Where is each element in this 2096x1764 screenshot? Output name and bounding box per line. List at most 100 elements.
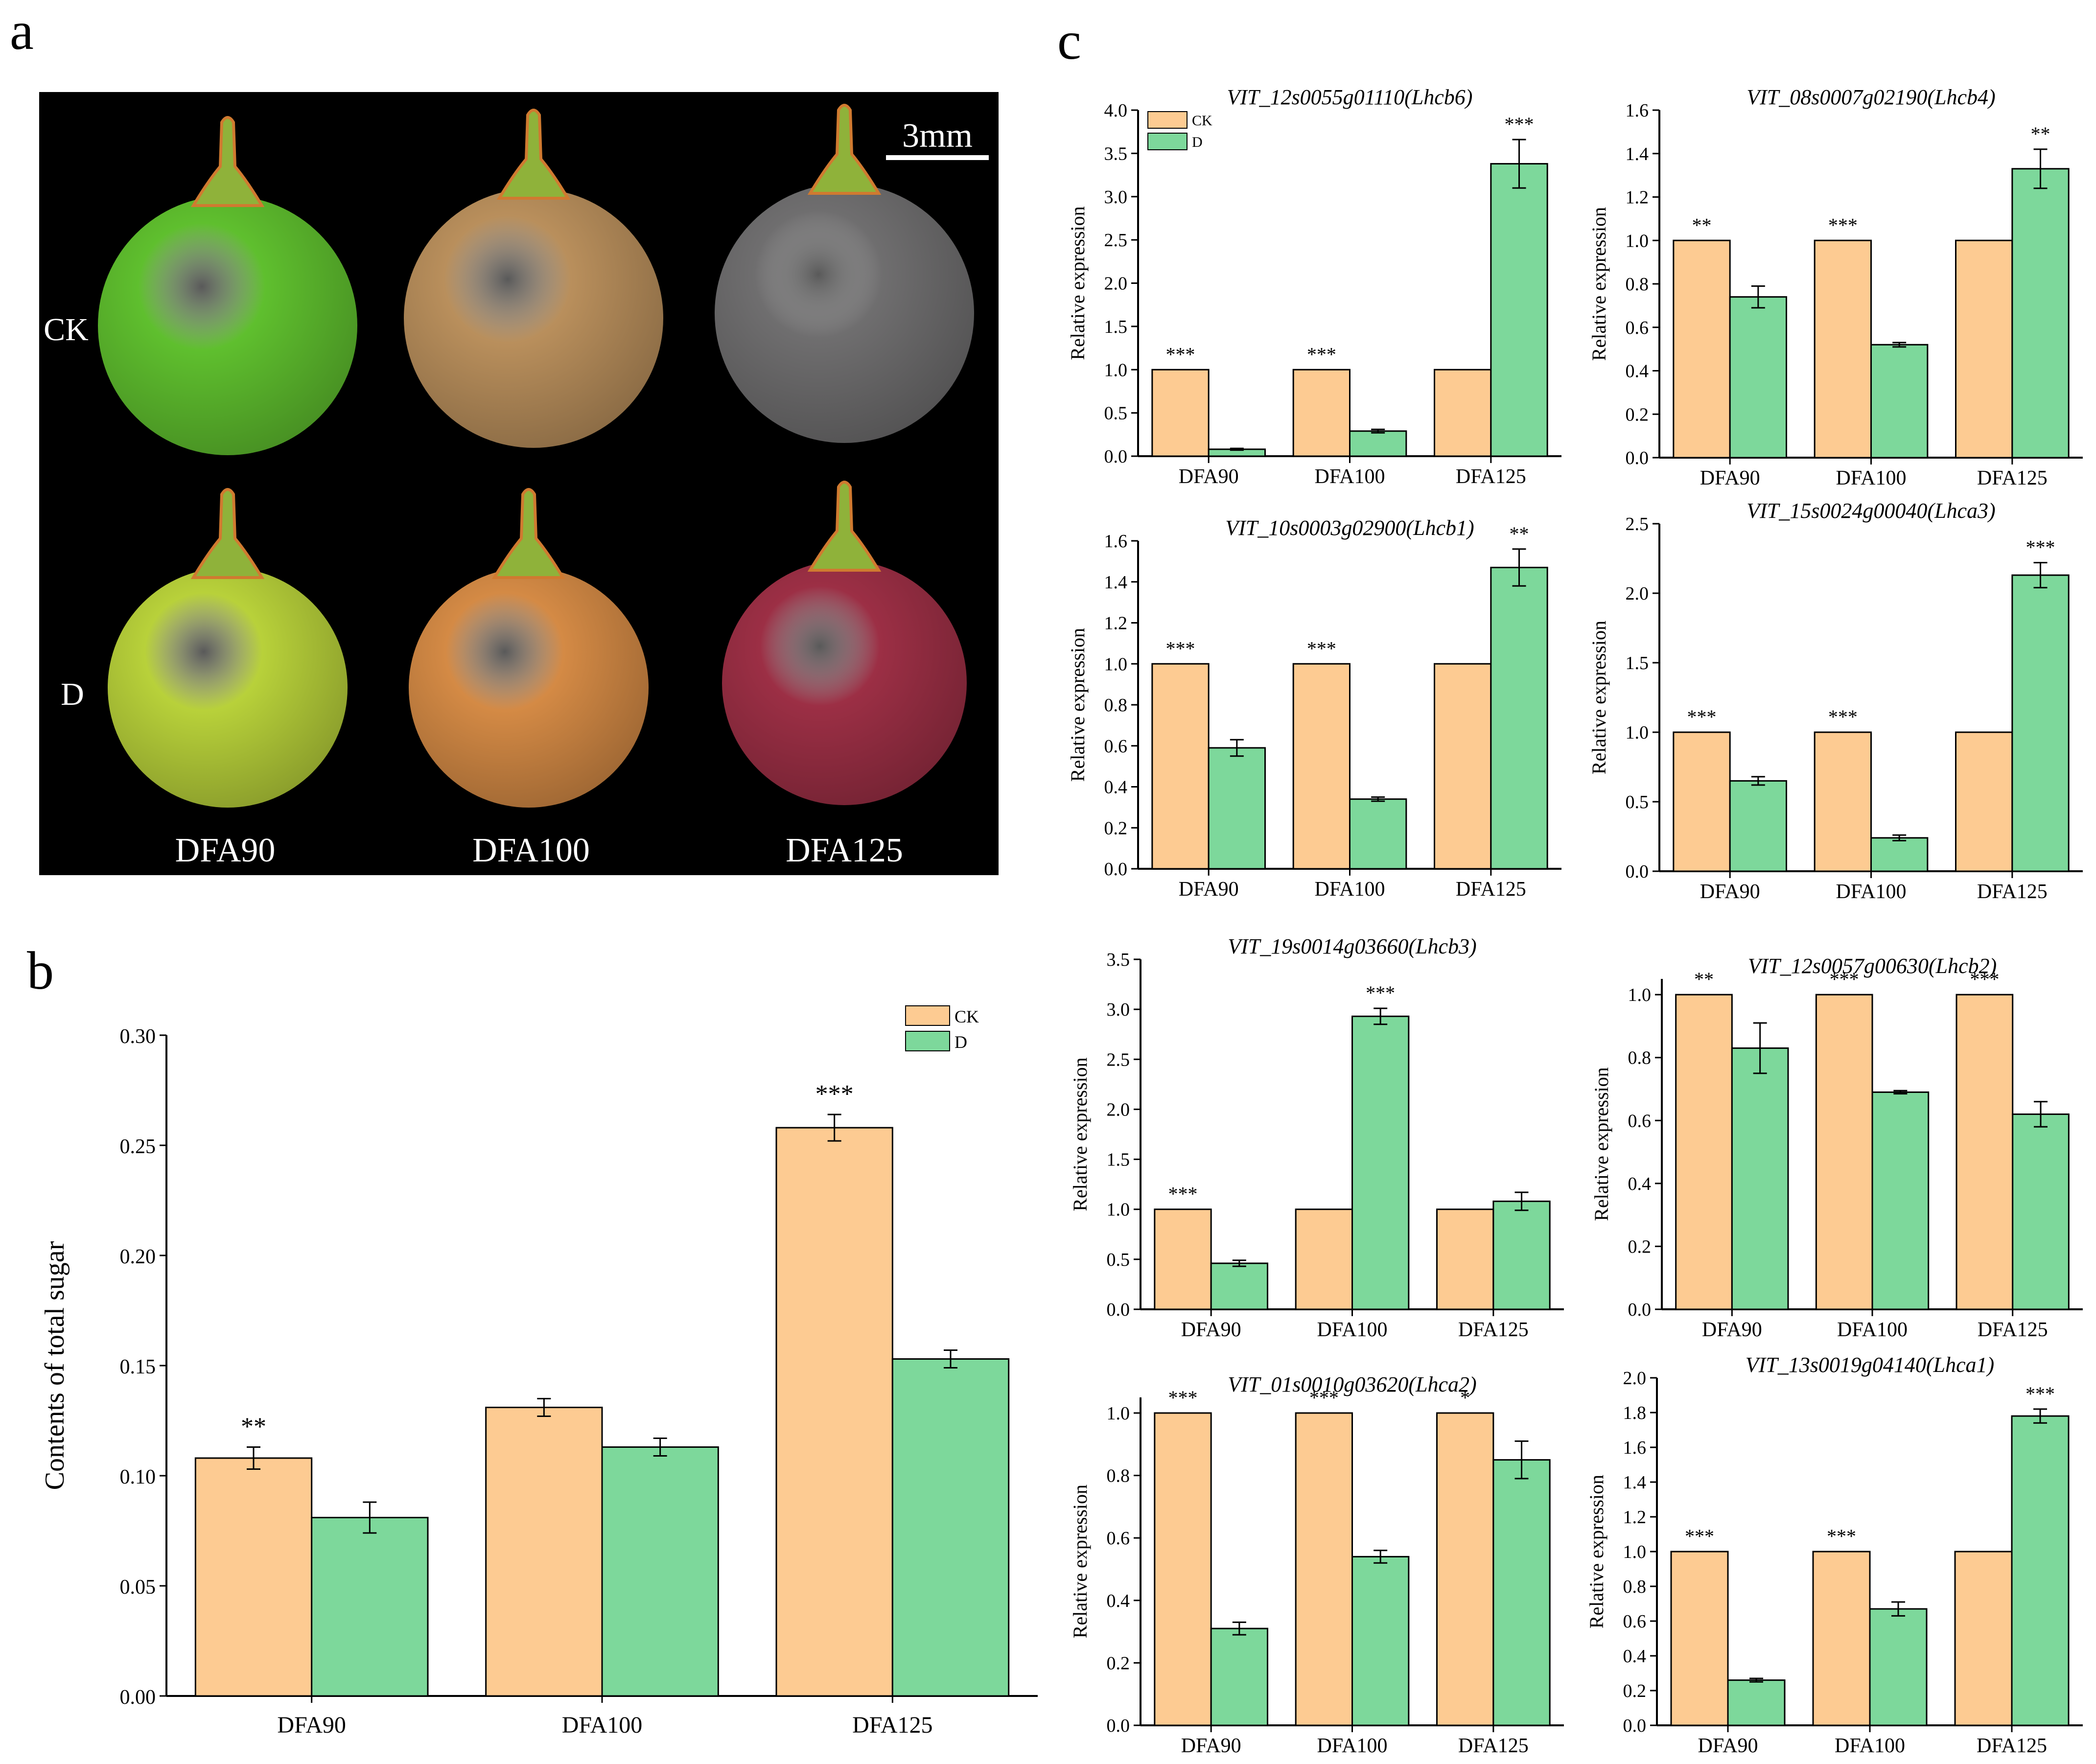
error-bar <box>1892 834 1907 842</box>
x-tick-label: DFA90 <box>1179 878 1239 901</box>
y-tick-label: 1.0 <box>1107 1403 1130 1424</box>
y-tick-label: 0.5 <box>1107 1250 1130 1270</box>
bar-ck-dfa90 <box>1151 369 1210 457</box>
y-tick-label: 0.6 <box>1626 318 1649 338</box>
bar-d-dfa100 <box>1351 1555 1410 1726</box>
significance-label: * <box>1460 1387 1470 1409</box>
significance-label: ** <box>2031 123 2050 145</box>
error-bar <box>1749 1677 1763 1683</box>
bar-d-dfa100 <box>1869 1608 1928 1726</box>
bar-ck-dfa90 <box>1154 1412 1212 1726</box>
col-label-dfa100: DFA100 <box>472 832 590 869</box>
y-tick-label: 0.20 <box>120 1246 156 1268</box>
bar-d-dfa90 <box>1731 1047 1789 1310</box>
y-tick-label: 1.0 <box>1626 722 1649 743</box>
y-tick-label: 4.0 <box>1104 100 1128 121</box>
bar-ck-dfa100 <box>1814 731 1872 872</box>
error-bar <box>1232 1621 1246 1636</box>
fruit-d-dfa90 <box>108 488 348 808</box>
y-tick-label: 0.8 <box>1623 1577 1647 1597</box>
panel-label-a: a <box>10 1 34 61</box>
significance-label: *** <box>1970 968 1999 990</box>
y-tick-label: 0.2 <box>1626 404 1649 425</box>
x-tick-label: DFA90 <box>277 1712 346 1738</box>
y-tick-label: 1.5 <box>1107 1150 1130 1170</box>
error-bar <box>1512 548 1526 587</box>
x-tick-label: DFA125 <box>1458 1319 1529 1341</box>
y-tick-label: 1.5 <box>1626 653 1649 673</box>
significance-label: ** <box>1692 214 1712 236</box>
y-axis-label: Relative expression <box>1590 1067 1612 1221</box>
legend-swatch-ck <box>1147 111 1188 129</box>
x-tick-label: DFA90 <box>1700 881 1760 903</box>
significance-label: *** <box>2026 1383 2055 1405</box>
y-tick-label: 0.8 <box>1626 274 1649 295</box>
bar-ck-dfa100 <box>485 1407 603 1697</box>
y-axis-label: Contents of total sugar <box>40 1241 70 1490</box>
fruit-d-dfa125 <box>722 481 967 805</box>
bar-d-dfa125 <box>2012 1113 2070 1310</box>
fruit-berry <box>108 568 348 808</box>
fruit-stem <box>190 488 265 579</box>
error-bar <box>1892 342 1907 348</box>
y-tick-label: 2.0 <box>1626 583 1649 604</box>
y-tick-label: 2.0 <box>1107 1099 1130 1120</box>
y-tick-label: 0.4 <box>1623 1646 1647 1667</box>
fruit-stem <box>491 488 566 579</box>
bar-d-dfa90 <box>1208 747 1266 870</box>
chart-c1: 0.0 0.5 1.0 1.5 2.0 2.5 3.0 3.5 4.0 Relative expr… <box>1067 85 1561 488</box>
fruit-berry <box>404 188 663 448</box>
error-bar <box>1374 1550 1388 1564</box>
bar-d-dfa100 <box>1351 1015 1410 1310</box>
error-bar <box>247 1446 260 1470</box>
bar-ck-dfa125 <box>1436 1412 1494 1726</box>
x-tick-label: DFA100 <box>1317 1735 1388 1757</box>
y-tick-label: 0.6 <box>1104 736 1128 757</box>
significance-label: *** <box>1505 113 1534 135</box>
fruit-ck-dfa100 <box>404 109 663 448</box>
significance-label: *** <box>1166 343 1195 365</box>
y-tick-label: 0.8 <box>1104 695 1128 716</box>
error-bar <box>1514 1191 1529 1211</box>
x-tick-label: DFA100 <box>562 1712 642 1738</box>
y-tick-label: 1.4 <box>1626 144 1649 164</box>
fruit-berry <box>715 184 974 443</box>
y-tick-label: 0.5 <box>1104 403 1128 424</box>
significance-label: *** <box>1307 637 1336 659</box>
col-label-dfa90: DFA90 <box>175 832 276 869</box>
chart-c8: 0.0 0.2 0.4 0.6 0.8 1.0 1.2 1.4 1.6 1.8 2.0 Relativ… <box>1585 1353 2083 1757</box>
y-tick-label: 3.0 <box>1107 999 1130 1020</box>
bar-ck-dfa100 <box>1814 239 1872 459</box>
y-tick-label: 0.0 <box>1107 1300 1130 1320</box>
x-tick-label: DFA125 <box>1977 467 2048 489</box>
fruit-stem <box>807 104 882 195</box>
panel-label-b: b <box>27 941 54 1000</box>
x-tick-label: DFA90 <box>1181 1735 1241 1757</box>
y-tick-label: 1.6 <box>1623 1438 1647 1458</box>
bar-d-dfa100 <box>601 1446 719 1697</box>
x-tick-label: DFA100 <box>1317 1319 1388 1341</box>
x-tick-label: DFA90 <box>1181 1319 1241 1341</box>
chart-c5: 0.0 0.5 1.0 1.5 2.0 2.5 3.0 3.5 Relative express… <box>1069 934 1564 1341</box>
significance-label: *** <box>2026 536 2055 558</box>
y-tick-label: 0.0 <box>1626 861 1649 882</box>
y-axis-label: Relative expression <box>1067 206 1089 360</box>
y-tick-label: 0.6 <box>1107 1528 1130 1549</box>
chart-c6: 0.0 0.2 0.4 0.6 0.8 1.0 Relative expression VIT… <box>1590 954 2083 1341</box>
error-bar <box>1374 1007 1388 1025</box>
y-tick-label: 2.5 <box>1107 1049 1130 1070</box>
chart-c7: 0.0 0.2 0.4 0.6 0.8 1.0 Relative expression VIT… <box>1069 1372 1564 1757</box>
y-tick-label: 0.25 <box>120 1136 156 1158</box>
chart-title: VIT_15s0024g00040(Lhca3) <box>1747 499 1995 523</box>
error-bar <box>1751 776 1765 786</box>
y-tick-label: 0.30 <box>120 1025 156 1048</box>
error-bar <box>2033 1408 2047 1424</box>
bar-d-dfa125 <box>1490 566 1548 870</box>
error-bar <box>1230 739 1244 757</box>
chart-c4: 0.0 0.5 1.0 1.5 2.0 2.5 Relative expression VIT… <box>1588 499 2083 903</box>
bar-ck-dfa100 <box>1815 994 1873 1310</box>
fruit-berry <box>98 196 357 455</box>
y-tick-label: 2.0 <box>1623 1368 1647 1389</box>
significance-label: *** <box>815 1080 854 1108</box>
error-bar <box>1753 1022 1767 1074</box>
